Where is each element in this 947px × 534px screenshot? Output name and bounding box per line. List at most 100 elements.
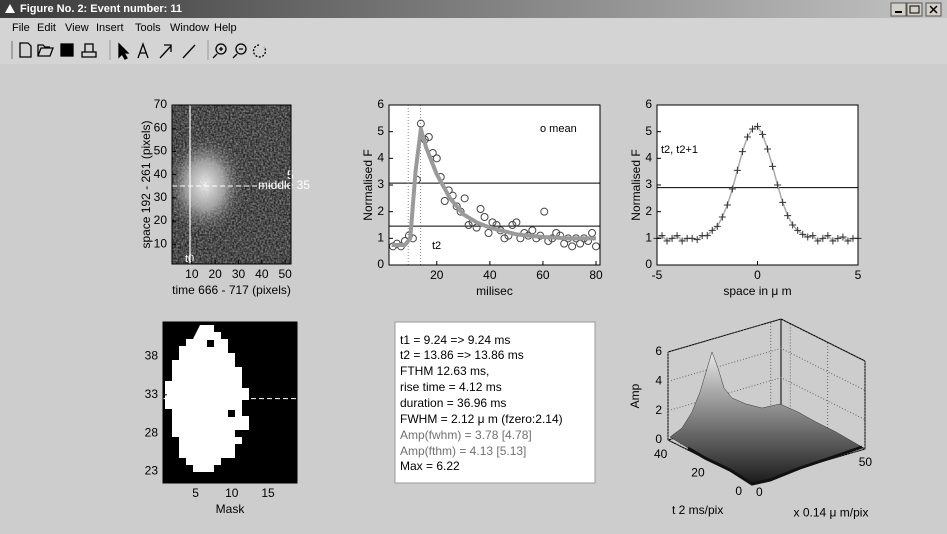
data-point [718, 213, 726, 221]
data-point [774, 181, 782, 189]
app-icon [5, 4, 15, 13]
print-button[interactable] [81, 43, 97, 58]
data-point [834, 234, 842, 242]
mask-image [163, 322, 297, 483]
data-point [814, 237, 822, 245]
data-point [748, 125, 756, 133]
info-line: Amp(fthm) = 4.13 [5.13] [400, 444, 526, 458]
arrow-button[interactable] [159, 44, 172, 59]
annotation: t0 [185, 253, 194, 265]
open-button[interactable] [37, 44, 54, 57]
save-button[interactable] [60, 43, 74, 57]
data-point [560, 239, 569, 248]
info-box: t1 = 9.24 => 9.24 ms t2 = 13.86 => 13.86… [394, 321, 596, 484]
z-tick-label: 4 [655, 374, 662, 388]
y-tick-label: 23 [145, 464, 159, 478]
rotate-button[interactable] [252, 44, 267, 58]
x-tick-label: 10 [225, 486, 239, 500]
surface-edge [687, 445, 863, 486]
y-tick-label: 0 [735, 484, 742, 498]
data-point [779, 198, 787, 206]
info-line: rise time = 4.12 ms [400, 380, 502, 394]
new-button[interactable] [19, 42, 32, 58]
x-tick-label: 20 [430, 268, 444, 282]
y-tick-label: 3 [377, 177, 384, 191]
annotation: o mean [540, 123, 577, 135]
y-tick-label: 2 [645, 204, 652, 218]
data-point [708, 226, 716, 234]
menu-edit[interactable]: Edit [37, 22, 56, 34]
x-tick-label: 50 [278, 267, 292, 281]
data-point [440, 197, 449, 205]
annotation: t2, t2+1 [661, 144, 698, 156]
x-axis-label: Mask [216, 502, 246, 516]
y-tick-label: 1 [645, 231, 652, 245]
x-tick-label: 5 [855, 268, 862, 282]
data-point [668, 234, 676, 242]
line-button[interactable] [182, 44, 196, 59]
info-line: duration = 36.96 ms [400, 396, 506, 410]
info-line: FTHM 12.63 ms, [400, 364, 489, 378]
menu-insert[interactable]: Insert [96, 22, 124, 34]
select-button[interactable] [118, 42, 130, 60]
zoom-in-button[interactable] [215, 43, 227, 55]
data-point [484, 229, 493, 237]
data-point [733, 166, 741, 174]
data-point [658, 232, 666, 240]
data-point [508, 221, 517, 229]
y-tick-label: 60 [154, 120, 168, 134]
x-axis-label: x 0.14 μ m/pix [794, 506, 869, 520]
y-tick-label: 1 [377, 231, 384, 245]
z-axis-label: Amp [628, 383, 642, 408]
menu-file[interactable]: File [12, 22, 30, 34]
y-tick-label: 20 [154, 213, 168, 227]
data-point [480, 213, 489, 221]
y-tick-label: 20 [691, 466, 705, 480]
data-point [759, 130, 767, 138]
x-tick-label: 0 [756, 485, 763, 499]
menu-view[interactable]: View [65, 22, 89, 34]
data-point [540, 207, 549, 216]
data-point [693, 236, 701, 244]
data-point [424, 133, 433, 141]
menu-tools[interactable]: Tools [135, 22, 161, 34]
info-line: t1 = 9.24 => 9.24 ms [400, 333, 510, 347]
annotation: middle 35 [258, 178, 310, 192]
data-point [769, 162, 777, 170]
y-tick-label: 10 [154, 236, 168, 250]
data-point [839, 233, 847, 241]
wall-edge [667, 318, 782, 353]
y-tick-label: 6 [645, 97, 652, 111]
data-point [764, 145, 772, 153]
data-point [844, 237, 852, 245]
z-grid-line [667, 318, 866, 362]
x-tick-label: 60 [536, 268, 550, 282]
axes-frame [162, 321, 298, 484]
y-axis-label: space 192 - 261 (pixels) [139, 120, 153, 248]
x-tick-label: -5 [652, 268, 663, 282]
y-tick-label: 38 [145, 349, 159, 363]
data-point [500, 234, 509, 243]
y-tick-label: 2 [377, 204, 384, 218]
y-tick-label: 4 [645, 151, 652, 165]
data-point [464, 221, 473, 229]
y-axis-label: Normalised F [361, 149, 375, 220]
y-tick-label: 40 [654, 447, 668, 461]
data-point [819, 234, 827, 242]
x-grid-line [667, 352, 753, 483]
data-point [789, 221, 797, 229]
window-controls[interactable] [890, 2, 942, 17]
wall-edge [780, 318, 866, 362]
zoom-out-button[interactable] [235, 43, 247, 55]
menu-window[interactable]: Window [170, 22, 209, 34]
annotation: t2 [432, 240, 441, 252]
axes-frame [171, 104, 292, 265]
y-tick-label: 50 [154, 144, 168, 158]
menu-help[interactable]: Help [214, 22, 237, 34]
data-point [452, 202, 461, 211]
y-tick-label: 4 [377, 151, 384, 165]
data-point [799, 230, 807, 238]
text-button[interactable] [137, 42, 149, 59]
x-tick-label: 5 [192, 486, 199, 500]
